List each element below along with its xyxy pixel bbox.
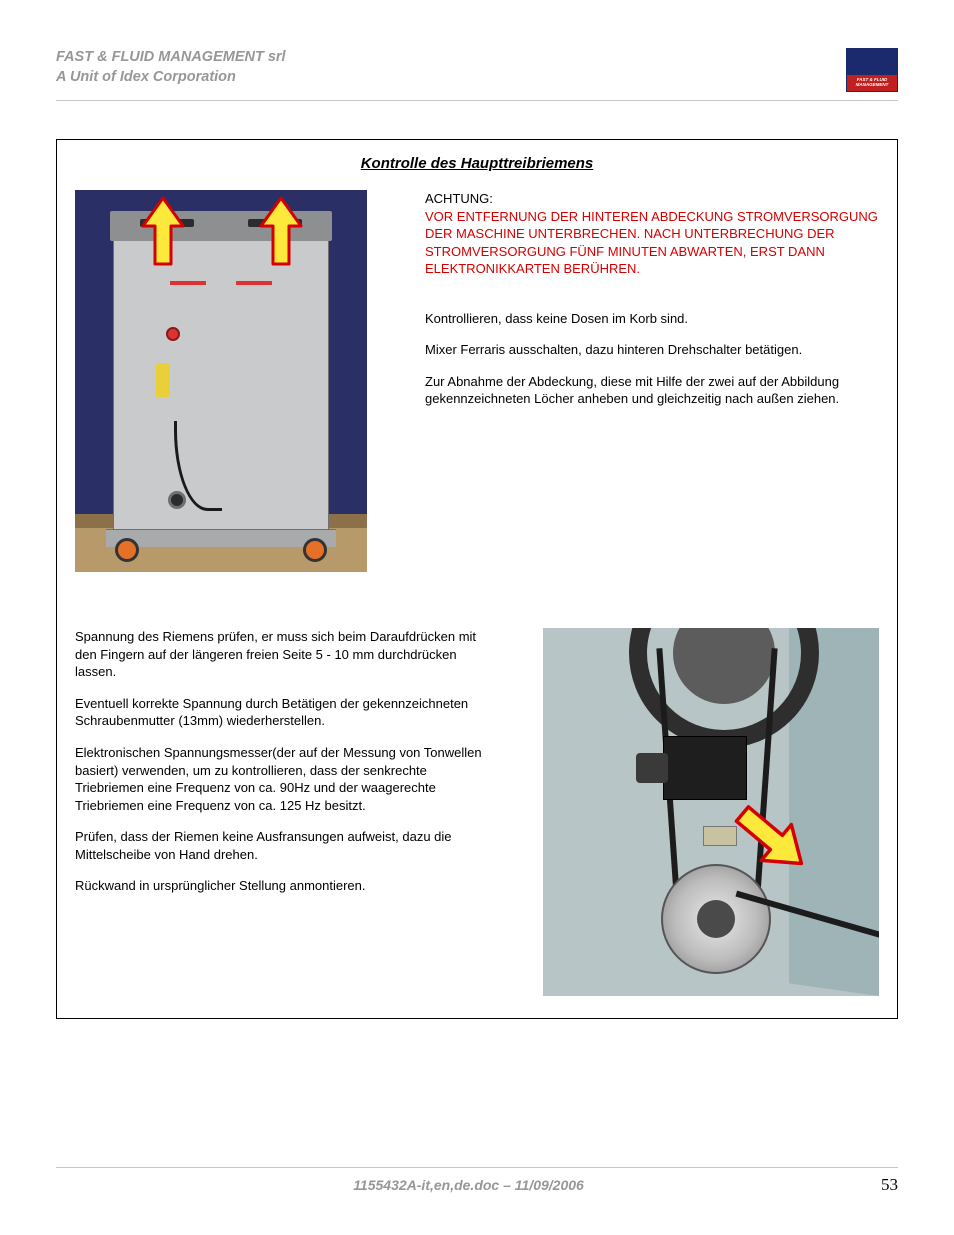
header-divider [56,100,898,101]
lift-arrow-left-icon [139,196,187,268]
top-p3: Zur Abnahme der Abdeckung, diese mit Hil… [425,373,879,408]
logo-text: FAST & FLUID MANAGEMENT [847,78,897,87]
footer-doc-id: 1155432A-it,en,de.doc – 11/09/2006 [56,1176,881,1195]
warning-text: VOR ENTFERNUNG DER HINTEREN ABDECKUNG ST… [425,209,878,277]
bottom-p1: Spannung des Riemens prüfen, er muss sic… [75,628,499,681]
section-title: Kontrolle des Haupttreibriemens [57,140,897,184]
warning-label: ACHTUNG: [425,191,493,206]
top-row: ACHTUNG: VOR ENTFERNUNG DER HINTEREN ABD… [57,184,897,600]
content-frame: Kontrolle des Haupttreibriemens [56,139,898,1019]
bottom-row: Spannung des Riemens prüfen, er muss sic… [57,600,897,1018]
footer-divider [56,1167,898,1168]
footer-page-number: 53 [881,1174,898,1197]
top-p2: Mixer Ferraris ausschalten, dazu hintere… [425,341,879,359]
top-p1: Kontrollieren, dass keine Dosen im Korb … [425,310,879,328]
header-line1: FAST & FLUID MANAGEMENT srl [56,48,286,68]
header-company: FAST & FLUID MANAGEMENT srl A Unit of Id… [56,48,286,87]
bottom-p4: Prüfen, dass der Riemen keine Ausfransun… [75,828,499,863]
page-footer: 1155432A-it,en,de.doc – 11/09/2006 53 [56,1167,898,1197]
top-text-column: ACHTUNG: VOR ENTFERNUNG DER HINTEREN ABD… [425,190,879,421]
lift-arrow-right-icon [257,196,305,268]
bottom-p5: Rückwand in ursprünglicher Stellung anmo… [75,877,499,895]
bottom-text-column: Spannung des Riemens prüfen, er muss sic… [75,628,499,909]
bottom-p2: Eventuell korrekte Spannung durch Betäti… [75,695,499,730]
warning-block: ACHTUNG: VOR ENTFERNUNG DER HINTEREN ABD… [425,190,879,278]
machine-rear-photo [75,190,367,572]
header-line2: A Unit of Idex Corporation [56,68,286,88]
page-header: FAST & FLUID MANAGEMENT srl A Unit of Id… [56,48,898,92]
company-logo: FAST & FLUID MANAGEMENT [846,48,898,92]
bottom-p3: Elektronischen Spannungsmesser(der auf d… [75,744,499,814]
belt-mechanism-photo [543,628,879,996]
